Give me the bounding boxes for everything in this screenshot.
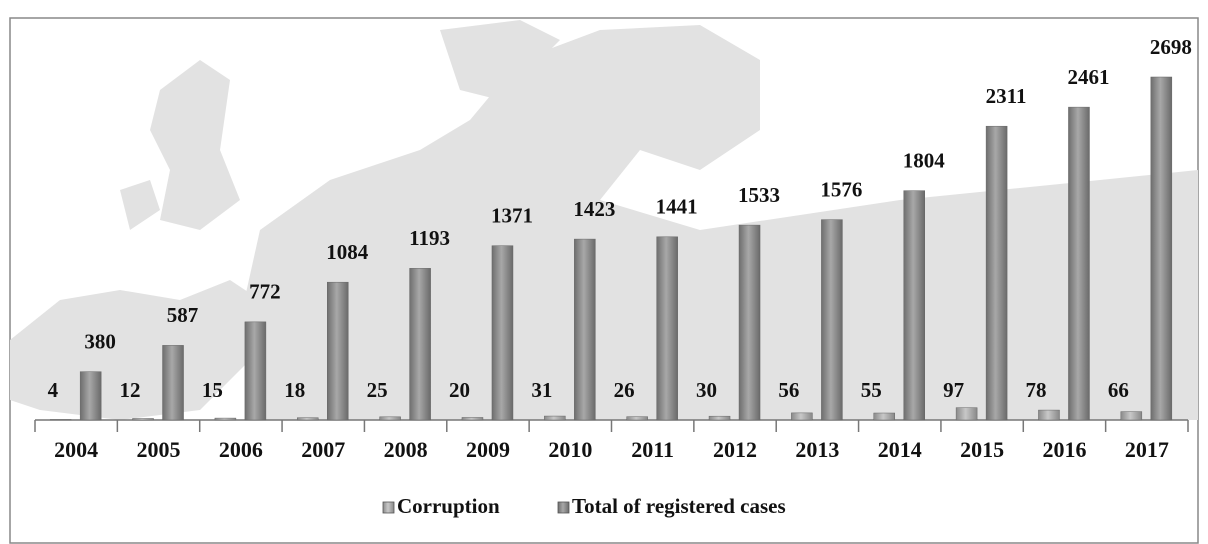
data-label: 4 [48, 378, 59, 402]
bar [461, 417, 484, 421]
bar [132, 418, 154, 421]
data-label: 97 [943, 378, 964, 402]
x-tick-label: 2017 [1125, 437, 1169, 462]
data-label: 1371 [491, 204, 533, 228]
data-label: 2461 [1067, 65, 1109, 89]
bar [574, 238, 596, 421]
data-label: 78 [1025, 378, 1046, 402]
bar [738, 224, 761, 421]
bar [214, 417, 237, 421]
data-label: 1423 [573, 197, 615, 221]
bar [379, 416, 401, 421]
bar [985, 125, 1008, 421]
x-tick-label: 2011 [631, 437, 674, 462]
bar [708, 415, 731, 421]
data-label: 15 [202, 378, 223, 402]
legend-swatch [382, 501, 395, 514]
bar [821, 219, 843, 421]
legend-label: Corruption [397, 494, 500, 518]
bar [49, 419, 72, 421]
x-tick-label: 2007 [301, 437, 345, 462]
data-label: 772 [249, 280, 281, 304]
data-label: 2311 [986, 84, 1027, 108]
x-tick-label: 2015 [960, 437, 1004, 462]
bar [656, 236, 678, 421]
bar [491, 245, 514, 421]
data-label: 31 [531, 378, 552, 402]
bar [162, 345, 184, 421]
bar [1038, 409, 1060, 421]
data-label: 1576 [820, 177, 862, 201]
data-label: 56 [778, 378, 799, 402]
data-label: 1193 [409, 226, 450, 250]
bar [544, 415, 566, 421]
data-label: 1084 [326, 240, 369, 264]
data-label: 55 [861, 378, 882, 402]
bar [791, 412, 813, 421]
bar [244, 321, 267, 421]
legend-swatch [557, 501, 570, 514]
data-label: 587 [167, 303, 199, 327]
data-label: 1441 [656, 195, 698, 219]
x-tick-label: 2005 [137, 437, 181, 462]
bar [409, 268, 431, 421]
bar [903, 190, 925, 421]
bar [626, 416, 648, 421]
bar [955, 407, 978, 421]
data-label: 18 [284, 378, 305, 402]
bar [1120, 411, 1143, 421]
x-tick-label: 2016 [1042, 437, 1086, 462]
bar [79, 371, 102, 421]
data-label: 1804 [903, 148, 946, 172]
x-tick-label: 2008 [384, 437, 428, 462]
bar [1068, 106, 1090, 421]
data-label: 20 [449, 378, 470, 402]
data-label: 2698 [1150, 35, 1192, 59]
legend-label: Total of registered cases [572, 494, 786, 518]
x-tick-label: 2014 [878, 437, 922, 462]
data-label: 25 [367, 378, 388, 402]
x-tick-label: 2013 [795, 437, 839, 462]
x-tick-label: 2009 [466, 437, 510, 462]
x-tick-label: 2010 [548, 437, 592, 462]
data-label: 380 [84, 330, 116, 354]
background-map [10, 20, 1198, 420]
bar [327, 281, 349, 421]
bar [873, 412, 895, 421]
x-tick-label: 2006 [219, 437, 263, 462]
data-label: 26 [614, 378, 635, 402]
bar [297, 417, 319, 421]
bar [1150, 76, 1173, 421]
x-tick-label: 2004 [54, 437, 98, 462]
data-label: 1533 [738, 183, 780, 207]
data-label: 30 [696, 378, 717, 402]
data-label: 66 [1108, 378, 1129, 402]
data-label: 12 [120, 378, 141, 402]
x-tick-label: 2012 [713, 437, 757, 462]
